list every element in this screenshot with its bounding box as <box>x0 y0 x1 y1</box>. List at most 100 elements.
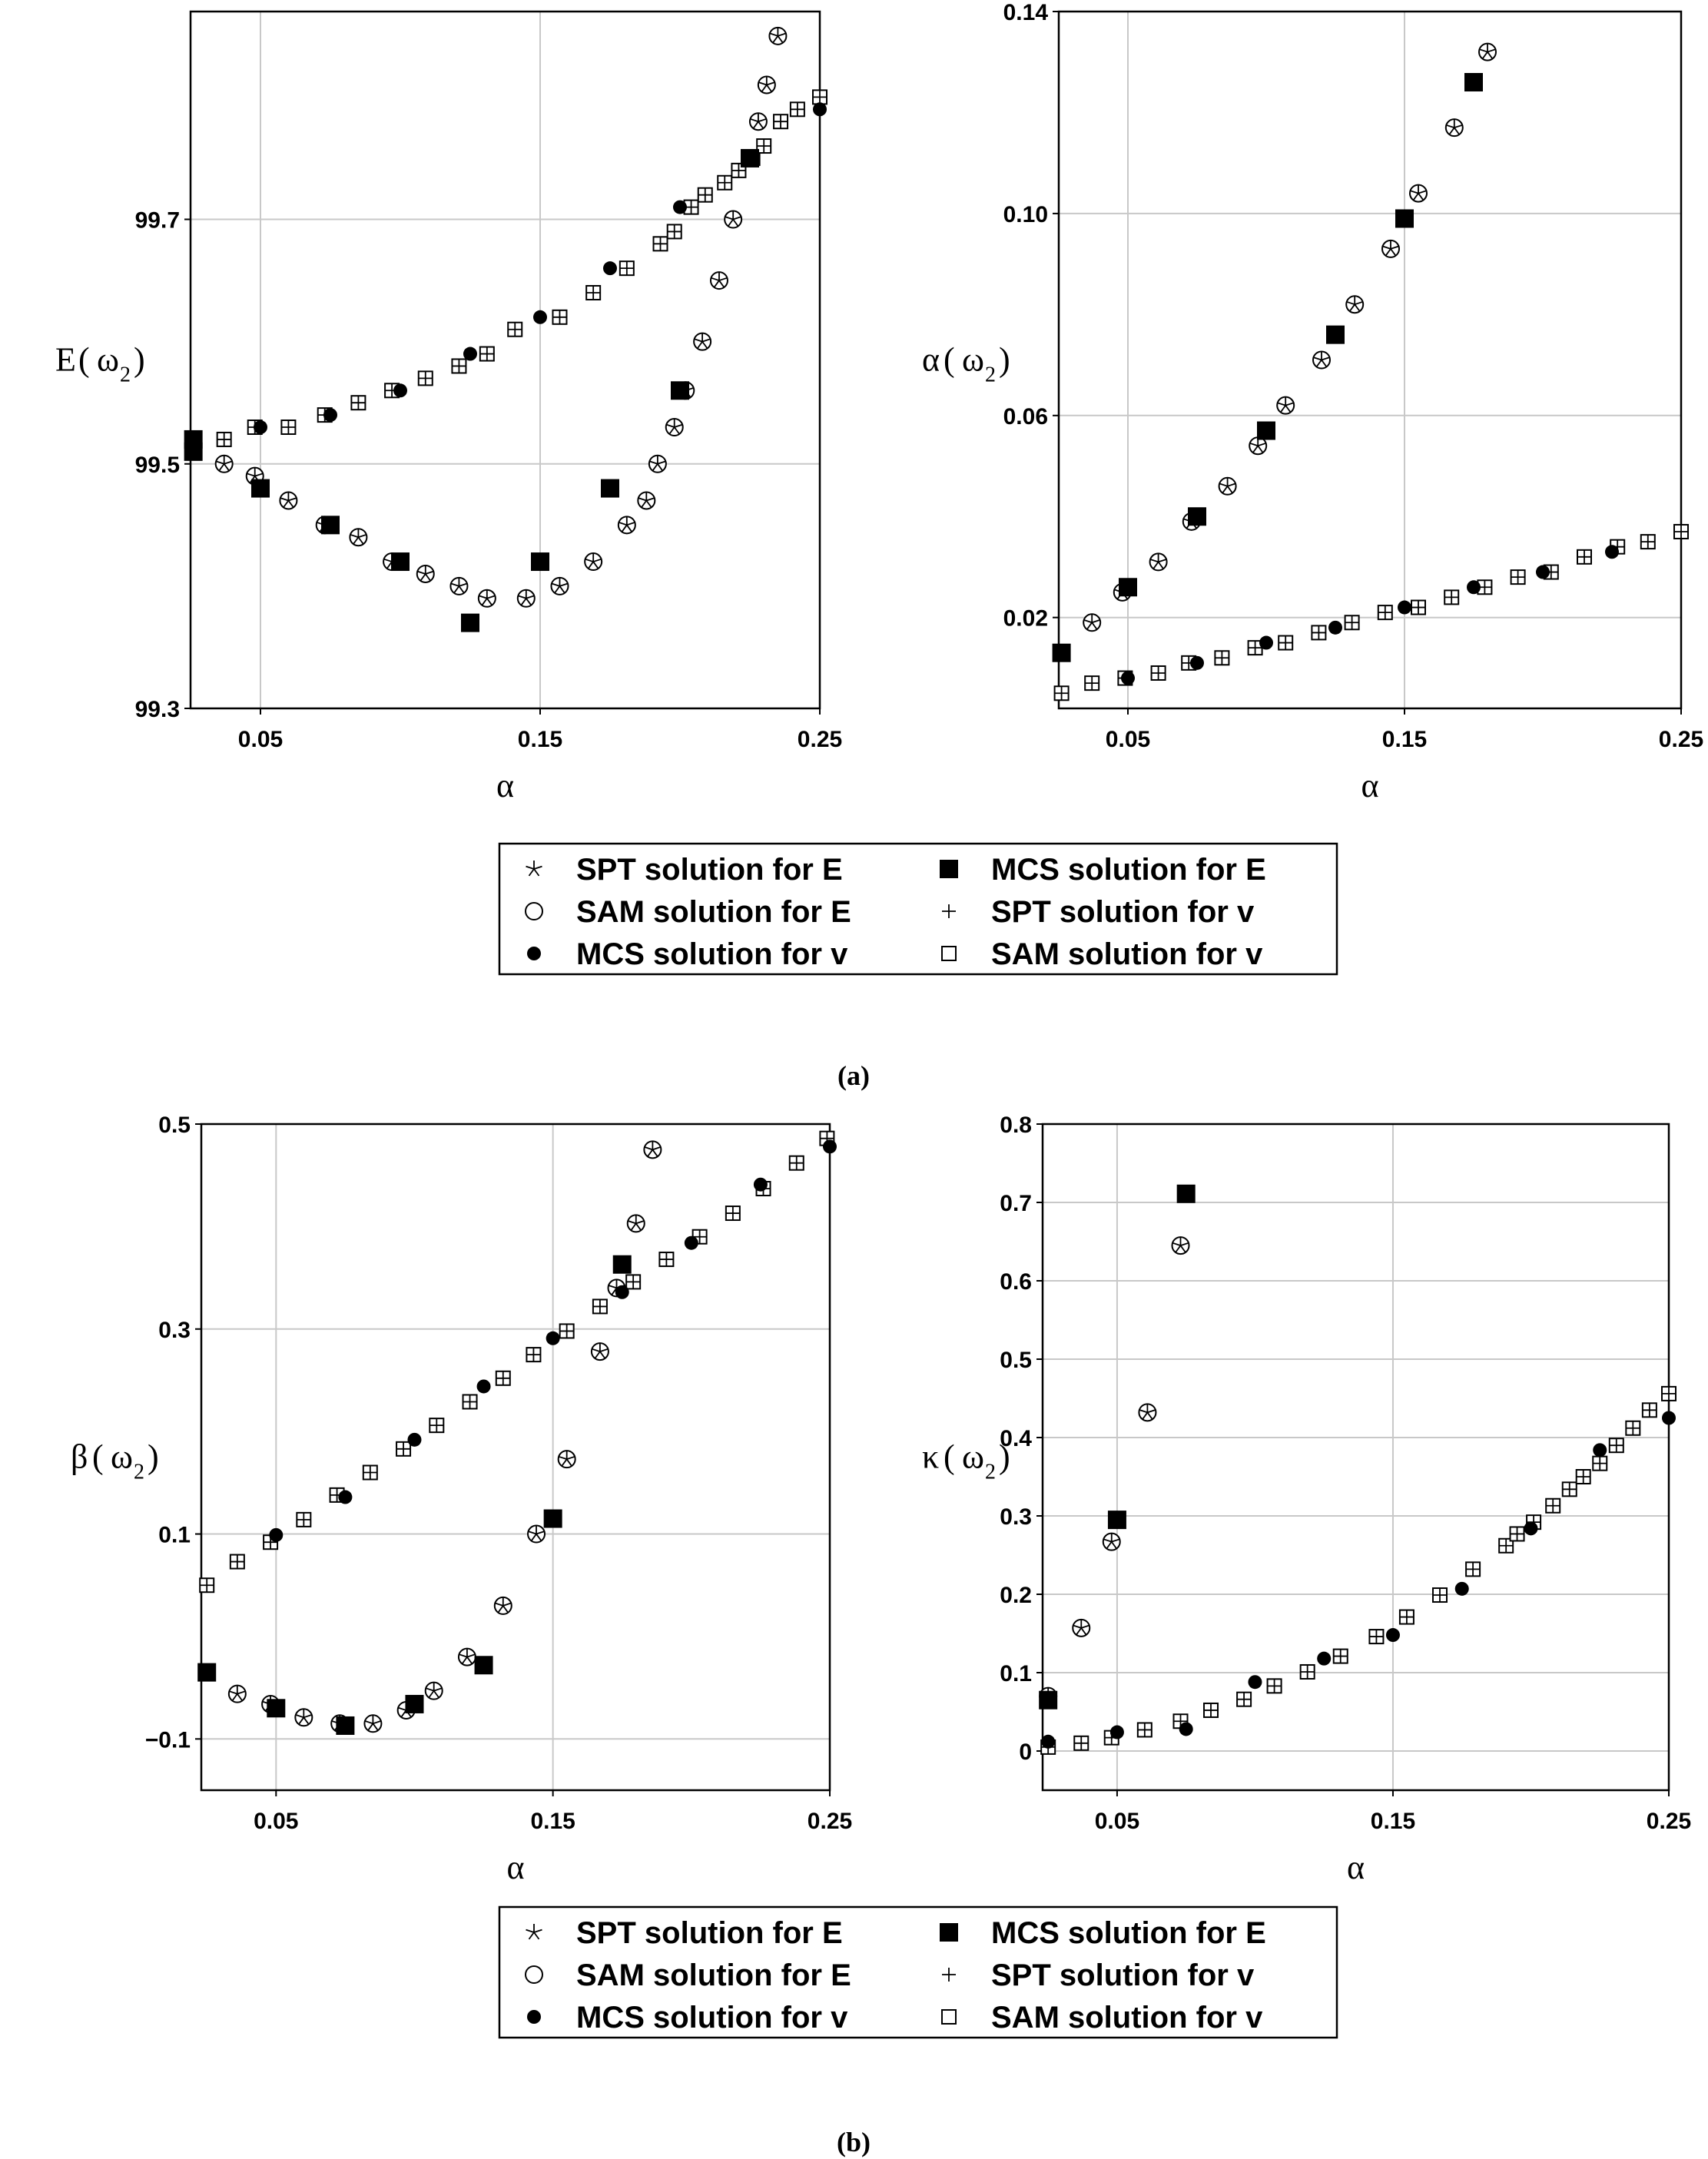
data-point-mcs_E <box>321 516 340 535</box>
data-point-spt_E <box>558 1451 575 1467</box>
legend-symbol-spt_v <box>942 1968 956 1982</box>
data-point-spt_E <box>638 492 655 508</box>
data-point-spt_v <box>592 1299 607 1314</box>
y-tick-label: 0.14 <box>1003 0 1049 25</box>
data-point-spt_E <box>495 1597 512 1613</box>
data-point-spt_E <box>725 211 741 227</box>
data-point-spt_v <box>1546 1498 1560 1513</box>
y-axis-label-close-paren: ) <box>134 341 145 379</box>
data-point-spt_v <box>718 175 732 190</box>
y-axis-label-arg: ω <box>962 1438 984 1476</box>
data-point-mcs_E <box>336 1716 355 1735</box>
legend-label-mcs_v: MCS solution for v <box>576 2001 848 2035</box>
y-tick-label: 0.2 <box>1000 1583 1032 1608</box>
y-tick-label: −0.1 <box>145 1727 191 1753</box>
data-point-spt_v <box>429 1418 444 1433</box>
data-point-spt_v <box>1237 1692 1252 1706</box>
data-point-spt_v <box>1511 570 1525 585</box>
y-tick-label: 0.3 <box>1000 1504 1032 1530</box>
y-axis-label-sub: 2 <box>134 1461 144 1484</box>
data-point-spt_E <box>628 1215 645 1231</box>
data-point-mcs_v <box>1121 671 1135 685</box>
data-point-spt_v <box>1577 549 1591 564</box>
data-point-mcs_v <box>1524 1521 1538 1536</box>
data-point-spt_E <box>1139 1404 1156 1420</box>
data-point-spt_E <box>1277 396 1294 413</box>
y-tick-label: 99.7 <box>135 208 180 234</box>
legend-symbol-mcs_v <box>527 2010 541 2024</box>
legend-symbol-sam_v <box>941 2009 957 2025</box>
legend-label-mcs_E: MCS solution for E <box>991 1916 1266 1950</box>
legend-symbol-spt_E <box>526 861 542 877</box>
data-point-spt_E <box>528 1525 545 1541</box>
data-point-spt_v <box>496 1371 510 1385</box>
data-point-mcs_v <box>1109 1725 1124 1739</box>
data-point-spt_E <box>364 1715 382 1731</box>
legend-symbol-spt_E <box>526 1924 542 1940</box>
legend-symbol-sam_E <box>525 902 543 920</box>
data-point-mcs_v <box>673 200 687 214</box>
data-point-spt_v <box>698 187 712 202</box>
legend-label-spt_E: SPT solution for E <box>576 1916 843 1950</box>
data-point-mcs_v <box>1662 1411 1676 1425</box>
data-point-spt_v <box>1204 1703 1219 1717</box>
data-point-mcs_v <box>1317 1651 1332 1666</box>
x-axis-label: α <box>496 767 514 804</box>
data-point-mcs_v <box>1179 1722 1193 1736</box>
x-tick-label: 0.15 <box>1371 1809 1415 1834</box>
legend-label-sam_v: SAM solution for v <box>991 937 1263 971</box>
data-point-mcs_E <box>1326 325 1345 344</box>
data-point-mcs_v <box>338 1490 353 1504</box>
y-axis-label-open-paren: ( <box>78 341 90 379</box>
chart-E-omega2: 0.05 0.15 0.25 99.3 99.5 99.7 α E(ω 2) <box>55 10 842 804</box>
data-point-spt_v <box>725 1206 740 1221</box>
x-tick-label: 0.15 <box>1382 727 1427 752</box>
data-point-mcs_v <box>476 1379 491 1394</box>
data-point-spt_v <box>813 90 827 104</box>
data-point-spt_v <box>1300 1664 1315 1679</box>
y-axis-label: β(ω 2) <box>71 1438 159 1484</box>
data-point-mcs_v <box>1605 545 1619 559</box>
x-tick-label: 0.05 <box>1095 1809 1139 1834</box>
plot-frame <box>1041 1123 1670 1792</box>
data-point-spt_v <box>479 347 494 361</box>
data-point-mcs_E <box>184 442 203 461</box>
y-axis-label-close-paren: ) <box>148 1438 159 1476</box>
data-point-spt_E <box>229 1685 246 1702</box>
data-point-spt_v <box>363 1465 377 1480</box>
series-spt_E <box>215 27 787 606</box>
data-point-spt_v <box>692 1229 707 1244</box>
data-point-mcs_E <box>1464 73 1483 92</box>
y-tick-label: 0.1 <box>158 1523 191 1548</box>
x-tick-label: 0.25 <box>808 1809 852 1834</box>
data-point-mcs_v <box>407 1432 422 1447</box>
legend-a: SPT solution for E MCS solution for E SAM … <box>498 842 1338 976</box>
data-point-mcs_v <box>813 102 827 117</box>
data-point-spt_v <box>667 224 682 239</box>
y-tick-label: 0.8 <box>1000 1113 1032 1138</box>
data-point-spt_E <box>769 27 787 44</box>
data-point-spt_E <box>1382 240 1399 257</box>
data-point-spt_v <box>1562 1482 1577 1497</box>
data-point-spt_v <box>757 139 771 154</box>
y-tick-label: 0.5 <box>1000 1348 1032 1373</box>
legend-label-sam_E: SAM solution for E <box>576 895 851 929</box>
x-tick-label: 0.15 <box>530 1809 575 1834</box>
data-point-spt_v <box>1466 1562 1481 1577</box>
data-point-mcs_v <box>1593 1443 1607 1458</box>
data-point-mcs_v <box>1536 565 1550 579</box>
legend-symbol-spt_v <box>942 904 956 918</box>
caption-b: (b) <box>837 2127 871 2157</box>
data-point-spt_v <box>297 1512 311 1527</box>
series-mcs_E <box>197 1255 632 1735</box>
data-point-spt_v <box>659 1252 674 1267</box>
data-point-mcs_E <box>612 1255 632 1274</box>
data-point-spt_E <box>1410 184 1427 201</box>
y-axis-label: κ(ω 2) <box>922 1438 1010 1484</box>
data-point-spt_v <box>1674 524 1688 539</box>
data-point-spt_v <box>774 114 788 129</box>
data-point-spt_E <box>1083 614 1100 630</box>
y-axis-label-open-paren: ( <box>92 1438 104 1476</box>
data-point-spt_v <box>1662 1386 1676 1401</box>
legend-symbol-mcs_E <box>940 1923 958 1942</box>
